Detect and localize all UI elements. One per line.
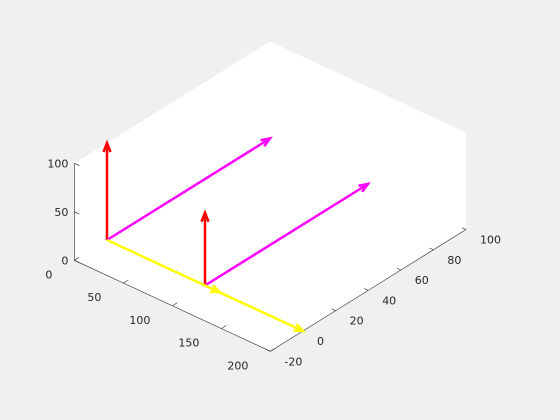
x-tick xyxy=(221,325,227,329)
x-tick xyxy=(172,302,178,307)
x-tick-label: 50 xyxy=(87,291,101,304)
y-tick-label: 80 xyxy=(447,254,461,267)
y-tick xyxy=(461,227,467,230)
x-tick xyxy=(74,257,80,261)
z-tick-label: 0 xyxy=(61,254,68,267)
vector-arrowhead xyxy=(102,139,112,153)
y-tick-label: 60 xyxy=(415,274,429,287)
x-tick xyxy=(123,279,129,284)
y-tick-label: 100 xyxy=(480,234,501,247)
vector-arrowhead xyxy=(293,323,307,333)
y-tick-label: 20 xyxy=(350,315,364,328)
y-tick-label: 0 xyxy=(317,335,324,348)
y-tick xyxy=(266,349,271,352)
x-tick-label: 150 xyxy=(178,337,199,350)
vector-arrowhead xyxy=(358,182,371,193)
z-tick xyxy=(74,260,80,263)
vector-arrow xyxy=(200,209,210,286)
z-tick xyxy=(74,211,80,215)
x-tick-label: 0 xyxy=(45,268,52,281)
vector-arrowhead xyxy=(209,284,223,294)
z-tick-label: 100 xyxy=(47,157,68,170)
vector-arrow xyxy=(102,139,112,240)
x-tick-label: 200 xyxy=(227,359,248,372)
vector-shaft xyxy=(106,137,271,242)
vector-shaft xyxy=(204,182,369,287)
vector-arrows xyxy=(102,136,371,333)
y-tick xyxy=(396,268,401,271)
vector-arrowhead xyxy=(200,209,210,223)
vector-arrowhead xyxy=(260,136,273,147)
y-tick xyxy=(364,288,369,291)
z-tick-label: 50 xyxy=(54,206,68,219)
y-tick xyxy=(429,247,434,251)
vector-arrow xyxy=(204,182,371,287)
x-tick-label: 100 xyxy=(129,314,150,327)
vector-arrow xyxy=(204,284,223,294)
y-tick-label: 40 xyxy=(382,294,396,307)
vector-arrow xyxy=(106,136,273,242)
axes-background xyxy=(74,41,467,352)
z-tick xyxy=(74,163,80,166)
tick-labels: 0 50 100 150 200 -20 0 20 40 60 80 100 0 50 100 xyxy=(45,157,501,372)
y-tick xyxy=(331,308,336,311)
x-tick xyxy=(270,348,276,352)
y-tick-label: -20 xyxy=(284,355,302,368)
